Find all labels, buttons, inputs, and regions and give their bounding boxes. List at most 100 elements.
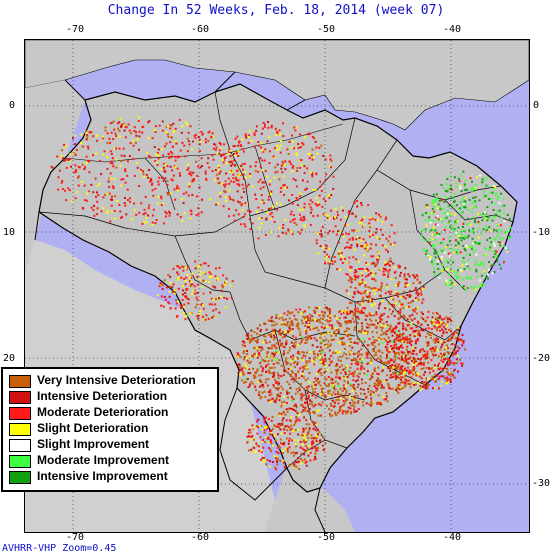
change-pixel [431,212,434,215]
change-pixel [429,241,432,244]
change-pixel [284,465,287,468]
change-pixel [301,372,304,375]
change-pixel [344,410,347,413]
change-pixel [75,148,78,151]
change-pixel [271,344,274,347]
change-pixel [316,354,319,357]
change-pixel [191,179,194,181]
change-pixel [390,278,393,280]
change-pixel [197,165,200,168]
change-pixel [95,213,98,216]
change-pixel [293,465,296,468]
change-pixel [248,428,251,431]
change-pixel [61,188,64,190]
change-pixel [92,209,95,212]
change-pixel [386,374,389,377]
change-pixel [339,397,342,400]
change-pixel [292,409,295,411]
change-pixel [293,147,296,150]
change-pixel [417,293,420,295]
change-pixel [440,242,442,244]
change-pixel [185,314,188,317]
change-pixel [363,245,366,248]
change-pixel [421,214,424,217]
change-pixel [324,213,327,216]
change-pixel [315,242,318,245]
change-pixel [441,343,444,346]
change-pixel [370,243,373,246]
change-pixel [257,144,260,147]
change-pixel [292,165,295,168]
change-pixel [375,383,378,386]
change-pixel [399,345,402,348]
change-pixel [212,135,215,138]
change-pixel [262,460,265,463]
change-pixel [395,336,398,339]
change-pixel [273,424,276,427]
change-pixel [340,252,343,254]
change-pixel [475,253,478,256]
change-pixel [188,143,191,146]
change-pixel [335,376,338,379]
change-pixel [339,322,342,325]
change-pixel [400,372,403,375]
change-pixel [341,364,343,367]
change-pixel [379,320,382,323]
change-pixel [300,375,303,378]
change-pixel [305,423,308,426]
change-pixel [464,348,467,351]
change-pixel [334,380,337,383]
change-pixel [298,209,301,212]
change-pixel [182,289,185,292]
change-pixel [275,468,278,471]
change-pixel [68,189,71,192]
change-pixel [219,147,222,150]
change-pixel [441,208,444,211]
change-pixel [375,325,378,328]
change-pixel [192,171,195,174]
change-pixel [425,353,428,356]
change-pixel [418,362,420,365]
change-pixel [437,364,439,367]
change-pixel [404,354,407,357]
change-pixel [286,410,289,413]
change-pixel [401,322,404,325]
change-pixel [411,350,414,353]
change-pixel [366,362,369,365]
change-pixel [85,132,88,134]
change-pixel [264,441,266,444]
change-pixel [302,436,305,438]
change-pixel [187,298,190,301]
change-pixel [240,165,243,168]
change-pixel [156,164,159,166]
change-pixel [322,197,325,200]
change-pixel [470,245,473,248]
change-pixel [269,391,272,393]
change-pixel [275,361,278,364]
change-pixel [314,403,317,406]
change-pixel [383,386,386,389]
change-pixel [320,235,323,238]
change-pixel [422,298,425,301]
change-pixel [364,247,367,250]
change-pixel [437,253,439,256]
change-pixel [271,435,274,438]
change-pixel [275,316,278,319]
change-pixel [237,372,240,375]
change-pixel [371,270,374,273]
change-pixel [306,377,309,380]
change-pixel [482,180,485,183]
change-pixel [351,389,354,392]
change-pixel [316,214,319,217]
change-pixel [458,242,461,245]
change-pixel [425,380,427,383]
change-pixel [449,175,452,178]
change-pixel [245,365,248,368]
change-pixel [274,425,277,428]
change-pixel [402,295,405,298]
change-pixel [416,312,418,315]
change-pixel [360,245,363,248]
change-pixel [300,396,303,399]
change-pixel [306,167,309,170]
change-pixel [261,216,263,219]
